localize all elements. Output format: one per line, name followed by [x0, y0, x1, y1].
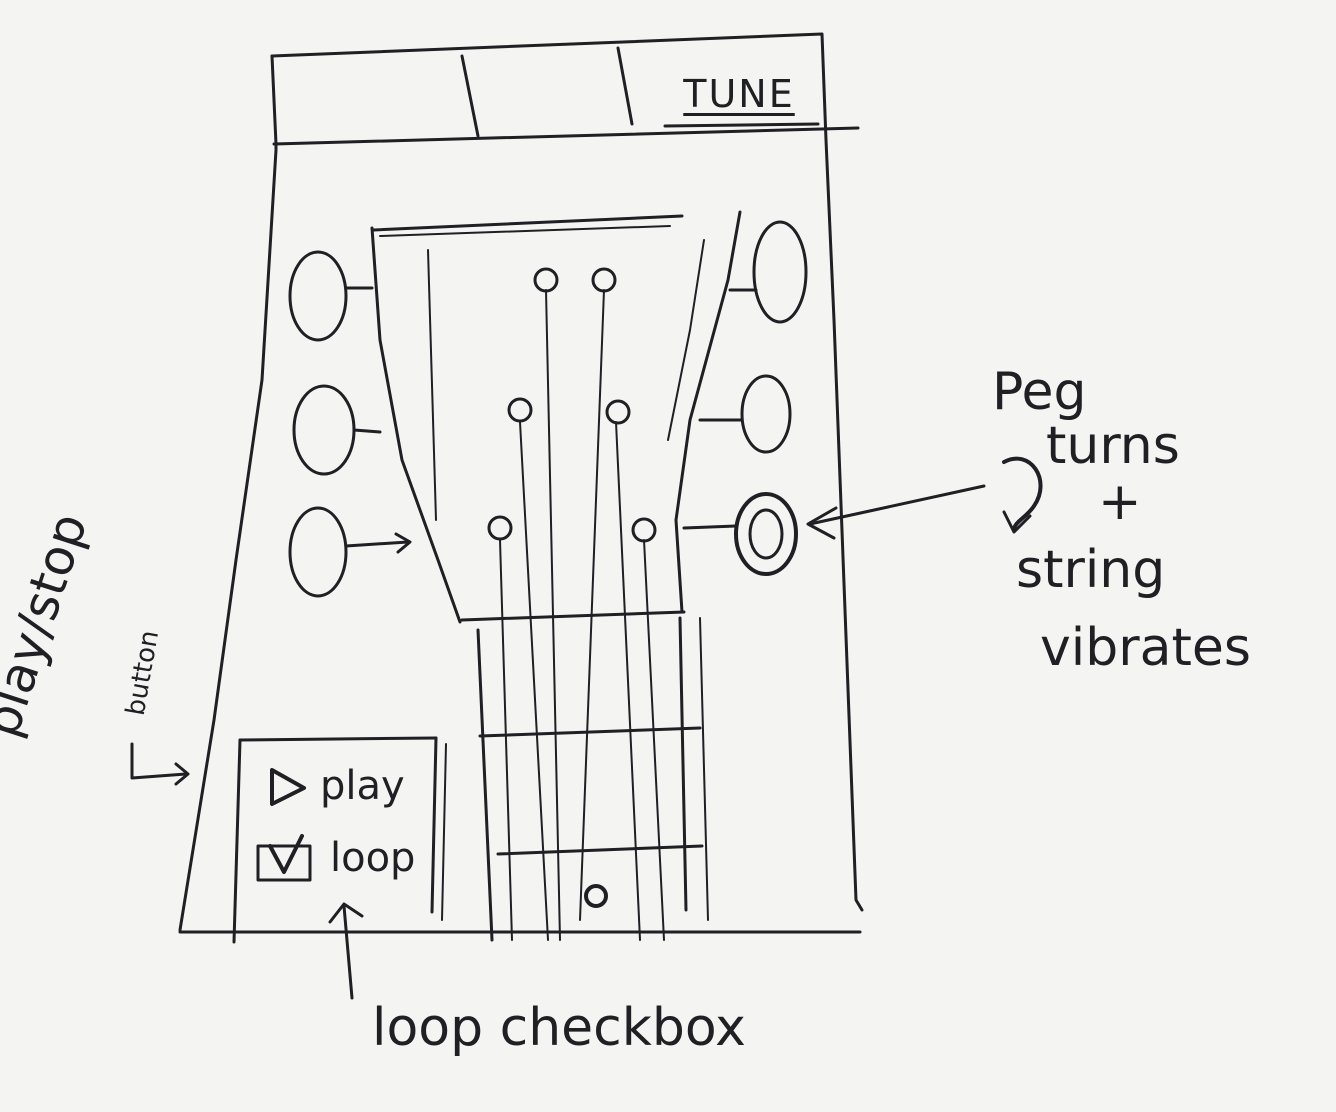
checkmark-icon — [268, 834, 304, 874]
peg-note-line5: vibrates — [1040, 618, 1251, 678]
tab-divider-2 — [616, 46, 634, 126]
tuning-peg-left-3[interactable] — [288, 506, 412, 598]
header-bottom-line — [272, 126, 860, 146]
rotate-icon-head — [1002, 510, 1032, 534]
peg-annotation-arrowhead — [806, 506, 838, 540]
string-posts — [487, 267, 657, 543]
play-icon[interactable] — [270, 768, 306, 806]
control-panel — [232, 736, 447, 944]
play-stop-annotation-arrowhead — [174, 762, 190, 786]
tuning-peg-right-2[interactable] — [698, 374, 792, 454]
tab-2[interactable] — [478, 62, 622, 126]
loop-checkbox-note: loop checkbox — [372, 998, 746, 1058]
tuning-peg-right-1[interactable] — [728, 220, 808, 324]
frame-right-edge — [270, 32, 864, 912]
fret-marker-dot — [584, 884, 608, 908]
tab-tune-underline-extra — [663, 122, 820, 128]
guitar-headstock — [370, 210, 742, 624]
tab-tune[interactable]: TUNE — [683, 72, 795, 116]
peg-annotation-arrow — [808, 484, 986, 526]
loop-checkbox-label[interactable]: loop — [330, 835, 416, 881]
tuning-peg-left-1[interactable] — [288, 250, 374, 342]
loop-annotation-arrowhead — [328, 902, 364, 924]
tab-1[interactable] — [282, 62, 462, 126]
peg-note-line2: turns — [1046, 416, 1180, 476]
peg-note-line3: + — [1098, 472, 1142, 532]
guitar-strings — [499, 289, 665, 941]
peg-note-line1: Peg — [992, 362, 1087, 422]
loop-checkbox[interactable] — [256, 834, 312, 882]
tuning-peg-right-3[interactable] — [682, 492, 798, 576]
frame-left-edge — [178, 54, 278, 932]
play-stop-annotation-arrow — [130, 742, 188, 780]
fret-2 — [496, 844, 704, 856]
tuning-peg-left-2[interactable] — [292, 384, 382, 476]
play-button-label[interactable]: play — [320, 763, 405, 809]
tab-divider-1 — [460, 54, 480, 138]
rotate-icon — [1002, 456, 1043, 532]
loop-annotation-arrow — [342, 904, 354, 1000]
fret-1 — [478, 726, 702, 738]
peg-note-line4: string — [1016, 540, 1166, 600]
